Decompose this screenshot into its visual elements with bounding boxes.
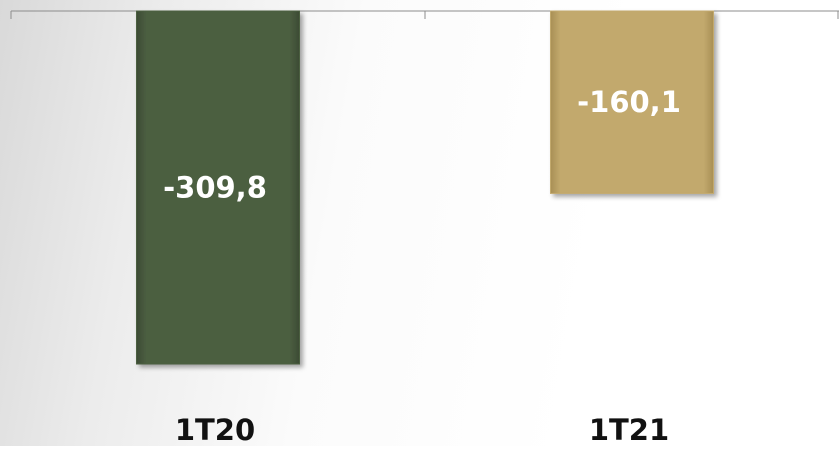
category-label-1t21: 1T21 [589,413,669,446]
bars-group [136,10,714,365]
labels-group: -309,8 1T20 -160,1 1T21 [163,85,681,447]
data-label-1t21: -160,1 [577,85,681,119]
category-label-1t20: 1T20 [175,413,255,446]
bar-1t20 [136,10,300,365]
bar-1t21 [550,10,714,194]
x-axis [10,10,839,19]
data-label-1t20: -309,8 [163,171,267,205]
